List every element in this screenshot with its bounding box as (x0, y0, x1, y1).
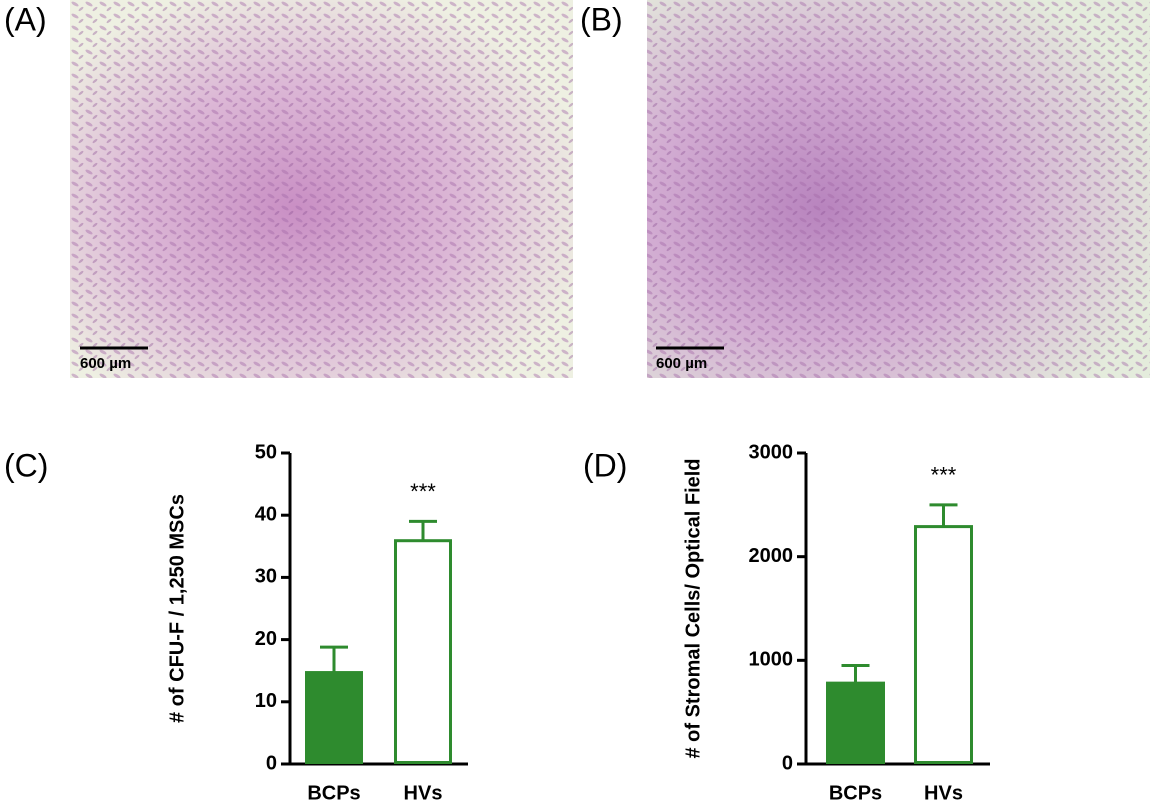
y-tick-label: 0 (782, 752, 793, 774)
y-tick-label: 3000 (749, 441, 794, 463)
y-tick-label: 50 (255, 441, 277, 463)
micrograph-a (70, 0, 573, 378)
y-tick-label: 40 (255, 503, 277, 525)
y-tick-label: 2000 (749, 545, 794, 567)
y-tick-label: 0 (266, 752, 277, 774)
scale-bar-label: 600 µm (80, 355, 131, 372)
y-axis-label: # of Stromal Cells/ Optical Field (682, 458, 704, 758)
y-axis-label: # of CFU-F / 1,250 MSCs (166, 494, 188, 723)
bar (826, 681, 885, 765)
panel-label: (C) (4, 447, 48, 483)
panel-label: (D) (583, 447, 627, 483)
x-tick-label: BCPs (307, 782, 360, 804)
significance: *** (931, 463, 957, 488)
micrograph-b (647, 0, 1150, 378)
scale-bar-label: 600 µm (656, 355, 707, 372)
y-tick-label: 30 (255, 566, 277, 588)
panel-label: (B) (580, 1, 623, 37)
bar (914, 525, 973, 764)
x-tick-label: BCPs (829, 782, 882, 804)
x-tick-label: HVs (404, 782, 443, 804)
bar (305, 671, 363, 764)
y-tick-label: 10 (255, 690, 277, 712)
significance: *** (410, 479, 436, 504)
bar (394, 539, 452, 765)
x-tick-label: HVs (924, 782, 963, 804)
y-tick-label: 20 (255, 628, 277, 650)
y-tick-label: 1000 (749, 649, 794, 671)
panel-label: (A) (4, 1, 47, 37)
